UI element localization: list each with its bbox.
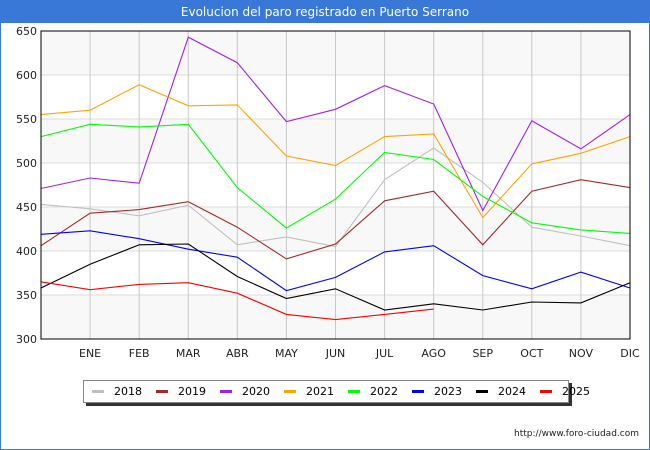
legend-item-2025: 2025 [540, 385, 590, 398]
series-line-2021 [40, 84, 631, 219]
x-tick-label: SEP [472, 347, 493, 360]
legend-item-2022: 2022 [348, 385, 398, 398]
legend-label: 2023 [434, 385, 462, 398]
series-line-2020 [40, 36, 631, 212]
legend-swatch [412, 390, 424, 393]
source-credit: http://www.foro-ciudad.com [514, 429, 639, 439]
legend-label: 2025 [562, 385, 590, 398]
legend-swatch [92, 390, 104, 393]
x-tick-label: MAY [275, 347, 298, 360]
legend-label: 2022 [370, 385, 398, 398]
legend-swatch [156, 390, 168, 393]
x-tick-label: MAR [176, 347, 201, 360]
x-tick-label: NOV [569, 347, 594, 360]
x-tick-label: JUL [375, 347, 394, 360]
legend-item-2021: 2021 [284, 385, 334, 398]
legend: 2018 2019 2020 2021 2022 2023 2024 2025 [83, 380, 590, 403]
legend-item-2018: 2018 [92, 385, 142, 398]
x-tick-label: DIC [620, 347, 640, 360]
legend-swatch [476, 390, 488, 393]
legend-label: 2021 [306, 385, 334, 398]
x-tick-label: OCT [520, 347, 543, 360]
y-tick-label: 450 [16, 201, 37, 214]
legend-label: 2020 [242, 385, 270, 398]
x-tick-label: AGO [421, 347, 446, 360]
series-line-2025 [40, 281, 434, 321]
legend-item-2019: 2019 [156, 385, 206, 398]
series-line-2024 [40, 243, 631, 311]
legend-item-2023: 2023 [412, 385, 462, 398]
chart-title: Evolucion del paro registrado en Puerto … [1, 1, 649, 23]
legend-swatch [540, 390, 552, 393]
legend-swatch [220, 390, 232, 393]
y-tick-label: 650 [16, 25, 37, 38]
y-tick-label: 600 [16, 69, 37, 82]
legend-label: 2019 [178, 385, 206, 398]
plot-area-border [40, 30, 631, 340]
legend-label: 2024 [498, 385, 526, 398]
y-tick-label: 500 [16, 157, 37, 170]
series-line-2023 [40, 230, 631, 292]
legend-label: 2018 [114, 385, 142, 398]
legend-swatch [348, 390, 360, 393]
x-tick-label: FEB [129, 347, 150, 360]
x-tick-label: ENE [79, 347, 101, 360]
series-line-2018 [40, 147, 631, 248]
series-line-2019 [40, 179, 631, 260]
legend-swatch [284, 390, 296, 393]
x-tick-label: ABR [226, 347, 249, 360]
legend-item-2020: 2020 [220, 385, 270, 398]
series-line-2022 [40, 123, 631, 234]
x-tick-label: JUN [325, 347, 346, 360]
y-tick-label: 300 [16, 333, 37, 346]
legend-item-2024: 2024 [476, 385, 526, 398]
y-tick-label: 350 [16, 289, 37, 302]
y-tick-label: 400 [16, 245, 37, 258]
y-tick-label: 550 [16, 113, 37, 126]
